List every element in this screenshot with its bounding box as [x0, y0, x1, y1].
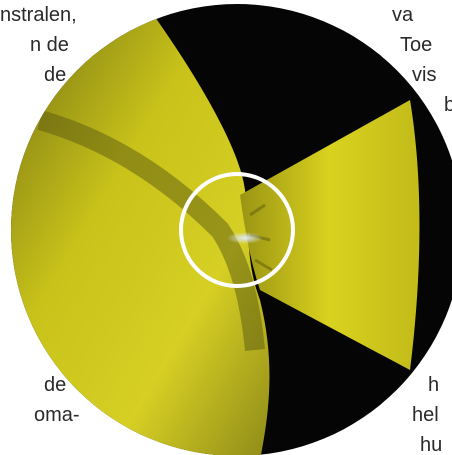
text-line: nstralen,	[0, 4, 77, 26]
text-line: hel	[412, 404, 439, 426]
text-line: oma-	[34, 404, 80, 426]
text-line: b	[444, 94, 452, 116]
text-line: vis	[412, 64, 437, 86]
highlight-ring	[179, 172, 295, 288]
text-line: de	[44, 374, 67, 396]
text-line: va	[392, 4, 414, 26]
text-line: h	[428, 374, 440, 396]
text-line: de	[44, 64, 67, 86]
text-line: hu	[420, 434, 443, 455]
text-line: Toe	[400, 34, 433, 56]
text-line: n de	[30, 34, 69, 56]
